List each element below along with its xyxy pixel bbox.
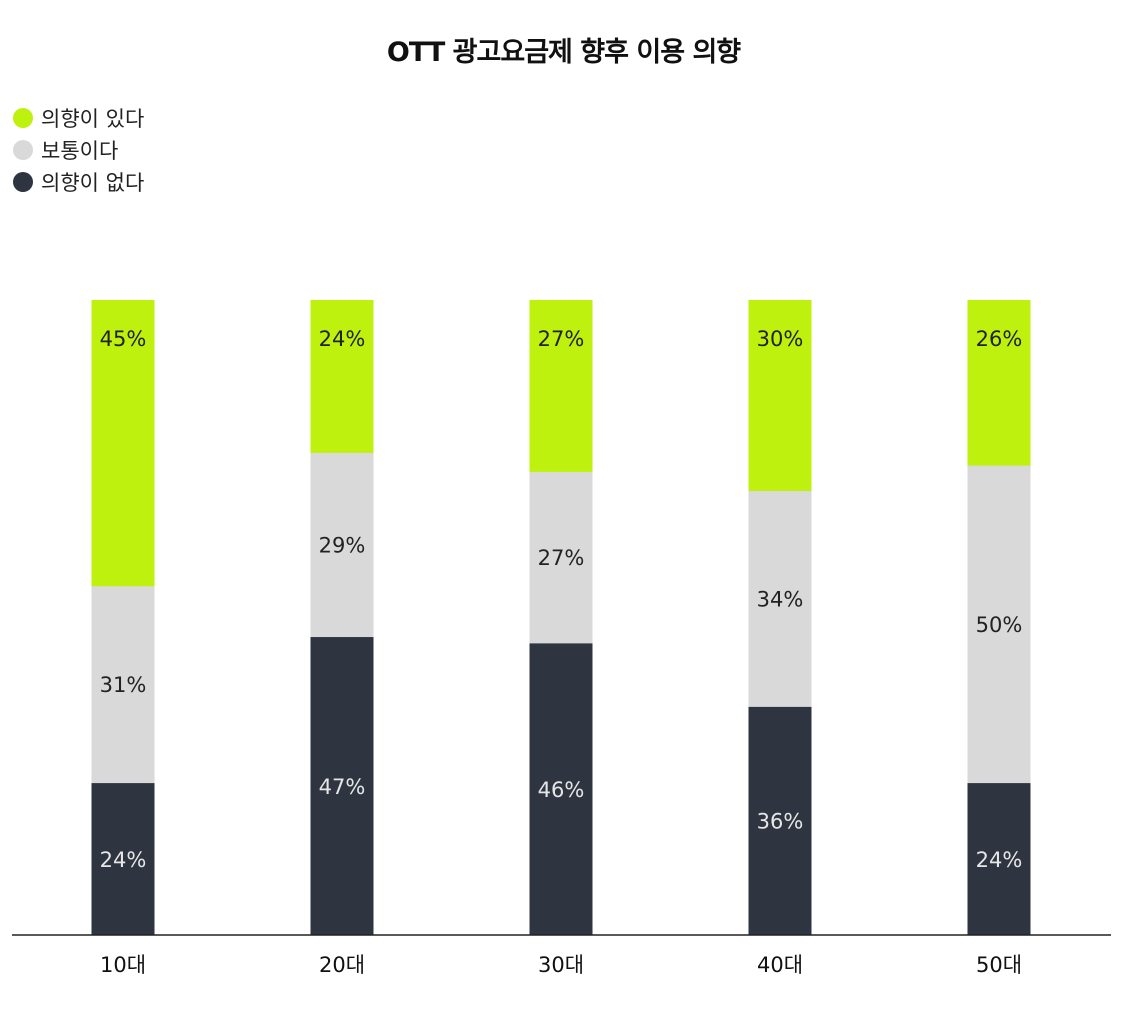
- x-tick-label: 40대: [757, 953, 803, 977]
- bar-segment-yes: [967, 300, 1031, 466]
- legend-label-neutral: 보통이다: [41, 139, 119, 163]
- data-label-yes: 24%: [319, 327, 366, 351]
- legend-label-yes: 의향이 있다: [41, 107, 145, 131]
- bar-segment-no: [91, 782, 155, 936]
- bar-segment-no: [310, 636, 374, 936]
- x-tick-label: 20대: [319, 953, 365, 977]
- data-label-neutral: 29%: [319, 533, 366, 557]
- data-label-no: 46%: [538, 778, 585, 802]
- x-tick-label: 10대: [100, 953, 146, 977]
- legend-swatch-neutral: [13, 140, 33, 160]
- data-label-neutral: 34%: [757, 587, 804, 611]
- bar-segment-no: [967, 782, 1031, 936]
- data-label-neutral: 50%: [976, 613, 1023, 637]
- data-label-yes: 30%: [757, 327, 804, 351]
- data-label-yes: 45%: [100, 327, 147, 351]
- x-axis-labels: 10대 20대 30대 40대 50대: [100, 953, 1022, 977]
- x-tick-label: 30대: [538, 953, 584, 977]
- bar-segment-neutral: [91, 585, 155, 784]
- bar-segment-neutral: [529, 471, 593, 644]
- bar-segment-no: [748, 706, 812, 936]
- x-tick-label: 50대: [976, 953, 1022, 977]
- legend-item-neutral: 보통이다: [13, 134, 144, 166]
- bar-segment-neutral: [748, 490, 812, 707]
- legend-label-no: 의향이 없다: [41, 171, 145, 195]
- data-label-neutral: 27%: [538, 546, 585, 570]
- data-label-yes: 27%: [538, 327, 585, 351]
- legend: 의향이 있다 보통이다 의향이 없다: [13, 102, 144, 198]
- data-label-no: 36%: [757, 810, 804, 834]
- bar-segment-neutral: [967, 465, 1031, 784]
- data-label-no: 24%: [976, 848, 1023, 872]
- bar-segment-yes: [748, 300, 812, 491]
- bar-segment-yes: [91, 300, 155, 587]
- chart-title: OTT 광고요금제 향후 이용 의향: [386, 37, 741, 68]
- bar-segment-neutral: [310, 452, 374, 638]
- bar-segment-yes: [310, 300, 374, 453]
- legend-swatch-yes: [13, 108, 33, 128]
- data-label-no: 24%: [100, 848, 147, 872]
- bar-segment-yes: [529, 300, 593, 472]
- data-label-neutral: 31%: [100, 673, 147, 697]
- legend-item-yes: 의향이 있다: [13, 102, 144, 134]
- bars-group: 24% 31% 45% 47% 29% 24% 46% 27% 27% 36% 34% 30% 24% 5…: [91, 300, 1031, 936]
- data-label-yes: 26%: [976, 327, 1023, 351]
- data-label-no: 47%: [319, 775, 366, 799]
- legend-swatch-no: [13, 172, 33, 192]
- bar-segment-no: [529, 642, 593, 936]
- legend-item-no: 의향이 없다: [13, 166, 144, 198]
